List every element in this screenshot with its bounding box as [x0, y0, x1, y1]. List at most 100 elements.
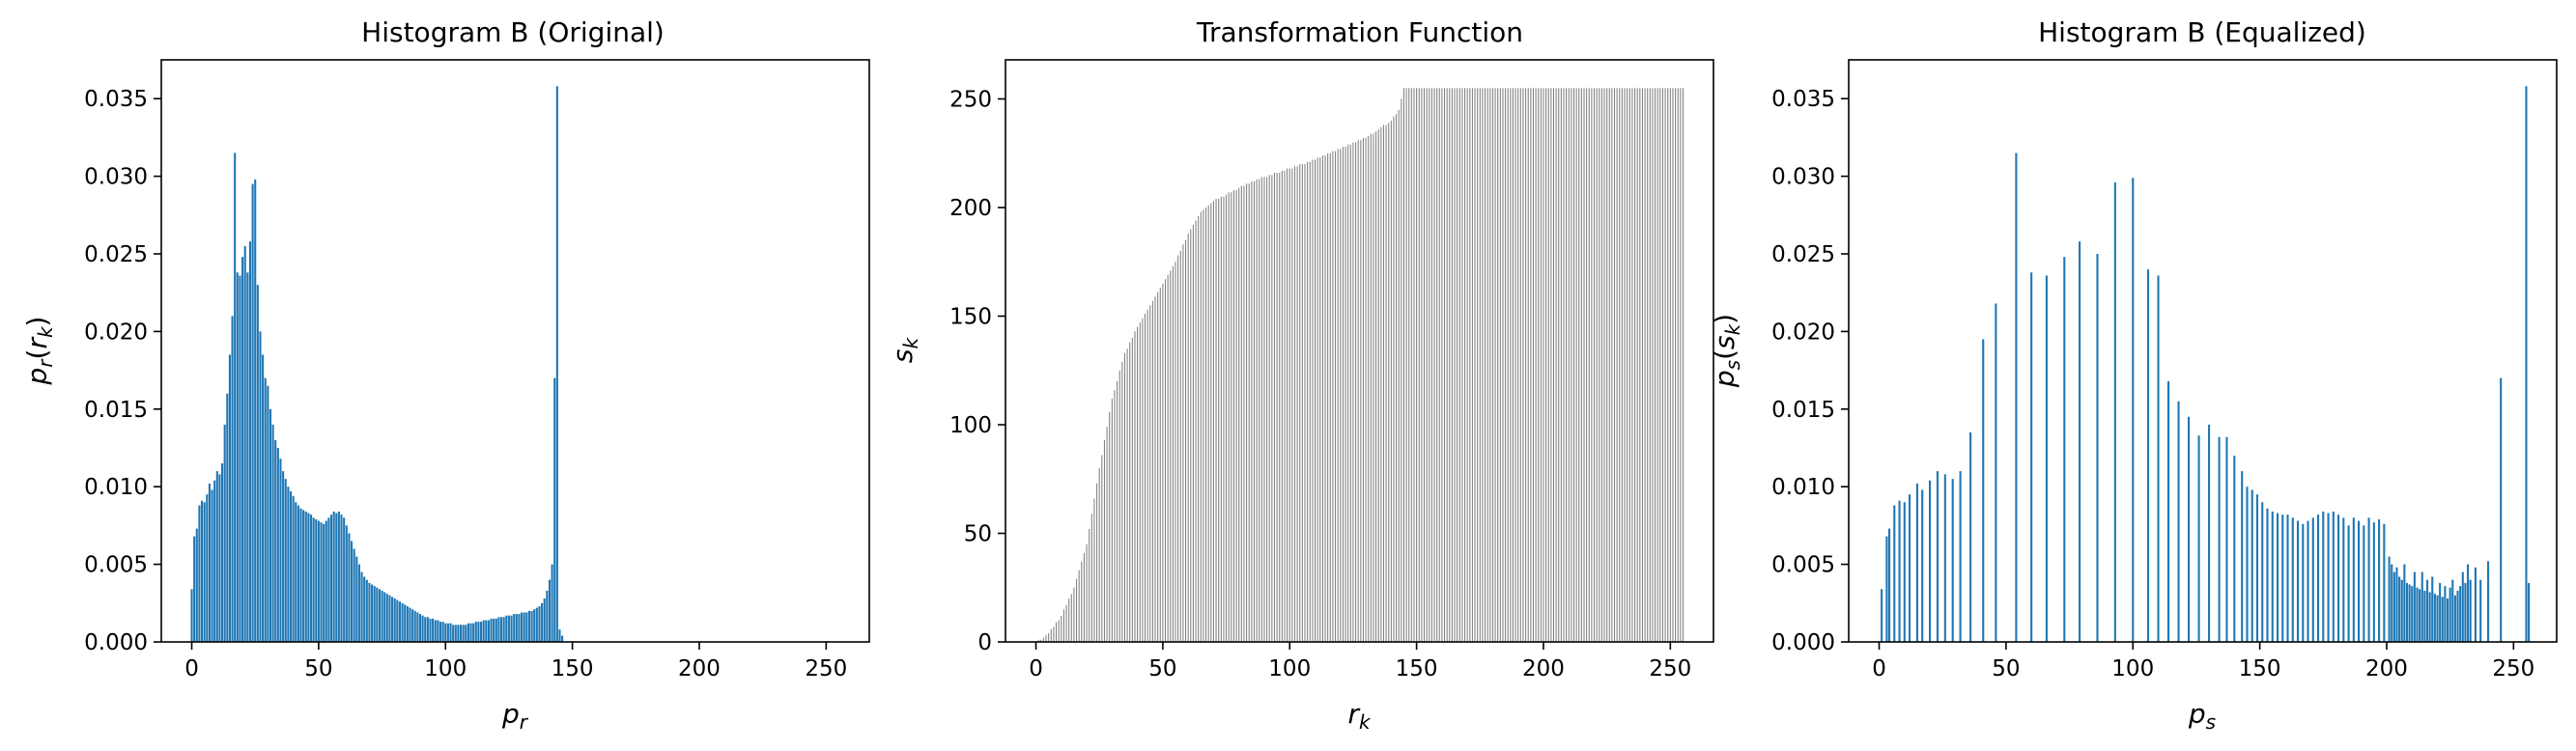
bar — [2316, 515, 2320, 642]
bar — [1606, 88, 1608, 642]
y-tick-label: 0.010 — [1771, 475, 1835, 500]
chart-title: Transformation Function — [1196, 16, 1523, 48]
bar — [327, 517, 330, 642]
bar — [1288, 168, 1290, 642]
bar — [1365, 138, 1367, 642]
bar — [1995, 303, 1997, 642]
bar — [518, 614, 521, 642]
bar — [1608, 88, 1610, 642]
bar — [1485, 88, 1486, 642]
bar — [1583, 88, 1585, 642]
y-tick-label: 0.030 — [1771, 165, 1835, 190]
bar — [1266, 177, 1268, 642]
bar — [2453, 595, 2456, 642]
bar — [2395, 567, 2398, 642]
bar — [1198, 216, 1200, 642]
bar — [274, 439, 277, 642]
bar — [2188, 416, 2191, 642]
bar — [500, 617, 503, 642]
bar — [2266, 508, 2269, 642]
bar — [561, 635, 564, 642]
bar — [309, 515, 313, 642]
bar — [1380, 126, 1382, 642]
bar — [1321, 155, 1323, 642]
bar — [1627, 88, 1628, 642]
y-tick-label: 0.015 — [1771, 398, 1835, 423]
bar — [337, 511, 340, 642]
bar — [1672, 88, 1674, 642]
bar — [340, 515, 343, 642]
bar — [1512, 88, 1514, 642]
y-tick-label: 0.030 — [84, 165, 148, 190]
bar — [195, 528, 198, 642]
bar — [289, 491, 293, 642]
bar — [1547, 88, 1549, 642]
bar — [256, 285, 259, 642]
y-tick-label: 0.020 — [1771, 320, 1835, 345]
bar — [2500, 377, 2503, 642]
bar — [1402, 88, 1404, 642]
bar — [2449, 587, 2451, 642]
bar — [1345, 147, 1346, 642]
bar — [1530, 88, 1532, 642]
bar — [282, 471, 285, 642]
bar — [1256, 179, 1258, 642]
bar — [2271, 511, 2274, 642]
bar — [1220, 196, 1222, 642]
bar — [1634, 88, 1636, 642]
bar — [1304, 164, 1306, 642]
histogram-equalized-panel: Histogram B (Equalized) 0.0000.0050.0100… — [1709, 16, 2558, 734]
bar — [1545, 88, 1547, 642]
bar — [454, 625, 457, 642]
bar — [1502, 88, 1504, 642]
bar — [1586, 88, 1588, 642]
bar — [1436, 88, 1438, 642]
bar — [1232, 190, 1234, 642]
bar — [2398, 576, 2401, 642]
bar — [2372, 522, 2375, 642]
bar — [1111, 399, 1113, 642]
bar — [317, 520, 320, 642]
bar — [1682, 88, 1684, 642]
bar — [2337, 515, 2340, 642]
bar — [1535, 88, 1537, 642]
bar — [246, 272, 249, 642]
x-tick-label: 100 — [1268, 656, 1311, 681]
bar — [1149, 305, 1151, 642]
bar — [1647, 88, 1649, 642]
bar — [406, 606, 409, 642]
bar — [1243, 185, 1245, 642]
bar — [1276, 173, 1278, 642]
bar — [1898, 500, 1901, 642]
y-tick-label: 0.035 — [1771, 87, 1835, 112]
bar — [1929, 480, 1932, 642]
bar — [2030, 272, 2033, 642]
bar — [190, 589, 193, 642]
bar — [1552, 88, 1555, 642]
bar — [1053, 626, 1055, 642]
bar — [302, 510, 305, 642]
bar — [373, 586, 376, 642]
bar — [409, 607, 411, 642]
bar — [1207, 205, 1209, 642]
bar — [1624, 88, 1626, 642]
bar — [1591, 88, 1593, 642]
bar — [1560, 88, 1562, 642]
bar — [2456, 590, 2459, 642]
bar — [2428, 592, 2431, 642]
bar — [1042, 637, 1044, 642]
bar — [1228, 192, 1230, 642]
bar — [2281, 515, 2284, 642]
bar — [1885, 536, 1888, 642]
bar — [1887, 528, 1891, 642]
y-axis-label: sk — [887, 337, 922, 364]
bar — [1200, 211, 1202, 642]
bar — [1457, 88, 1458, 642]
bar — [1572, 88, 1575, 642]
bar — [543, 598, 546, 642]
bar — [2218, 436, 2221, 642]
bar — [2250, 489, 2253, 642]
bar — [292, 495, 295, 642]
bar — [1307, 161, 1309, 642]
bar — [1218, 199, 1220, 642]
